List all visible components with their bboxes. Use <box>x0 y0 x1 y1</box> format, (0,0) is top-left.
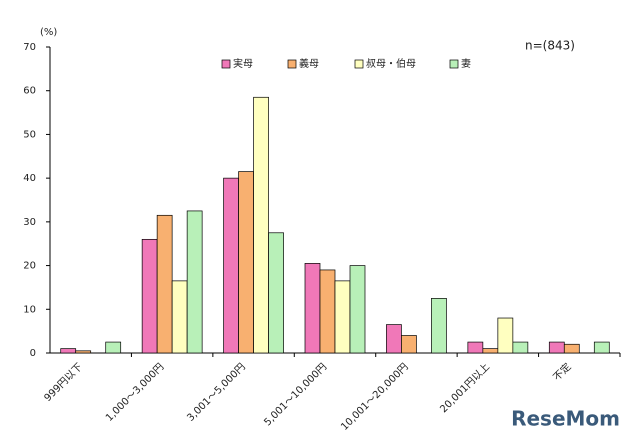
legend-swatch <box>221 59 231 69</box>
legend-label: 義母 <box>299 57 319 70</box>
bar <box>563 343 580 354</box>
bar <box>593 341 610 354</box>
bar <box>431 298 447 354</box>
bar <box>304 263 321 354</box>
bar <box>223 177 239 354</box>
bar <box>268 232 284 354</box>
y-tick-label: 0 <box>30 348 36 359</box>
y-tick-label: 20 <box>23 261 36 272</box>
legend-label: 実母 <box>233 57 253 70</box>
x-tick-label: 10,001～20,000円 <box>339 361 410 432</box>
bar <box>156 214 173 354</box>
bar <box>349 265 366 354</box>
x-tick-label: 3,001～5,000円 <box>185 361 247 423</box>
x-tick-label: 20,001円以上 <box>438 361 492 415</box>
bar <box>482 348 499 354</box>
bar <box>467 341 484 354</box>
bar <box>401 335 417 354</box>
y-tick-label: 40 <box>23 173 36 184</box>
legend-swatch <box>287 59 297 69</box>
bar <box>171 280 188 354</box>
bar <box>512 341 529 354</box>
bar <box>105 341 122 354</box>
watermark: ReseMom <box>511 407 620 431</box>
y-tick-label: 30 <box>23 217 36 228</box>
x-tick-label: 1,000～3,000円 <box>104 361 166 423</box>
y-unit: (%) <box>40 27 57 38</box>
y-tick-label: 10 <box>23 304 36 315</box>
bar <box>548 341 565 354</box>
bar <box>60 348 77 354</box>
legend-swatch <box>449 59 459 69</box>
y-tick-label: 70 <box>23 42 36 53</box>
bar <box>334 280 351 354</box>
bar <box>186 210 203 354</box>
bar <box>75 350 92 354</box>
bar <box>238 171 254 354</box>
bar <box>141 238 158 354</box>
x-tick-label: 5,001～10,000円 <box>262 361 329 428</box>
x-tick-label: 不定 <box>550 360 573 383</box>
legend-swatch <box>354 59 364 69</box>
legend-label: 妻 <box>461 57 471 70</box>
bar <box>253 96 269 354</box>
bar <box>497 317 514 354</box>
annotation: n=(843) <box>525 39 575 53</box>
bar <box>319 269 336 354</box>
legend-label: 叔母・伯母 <box>366 57 416 70</box>
bar <box>386 324 402 354</box>
y-tick-label: 50 <box>23 129 36 140</box>
y-tick-label: 60 <box>23 86 36 97</box>
x-tick-label: 999円以下 <box>42 361 84 403</box>
